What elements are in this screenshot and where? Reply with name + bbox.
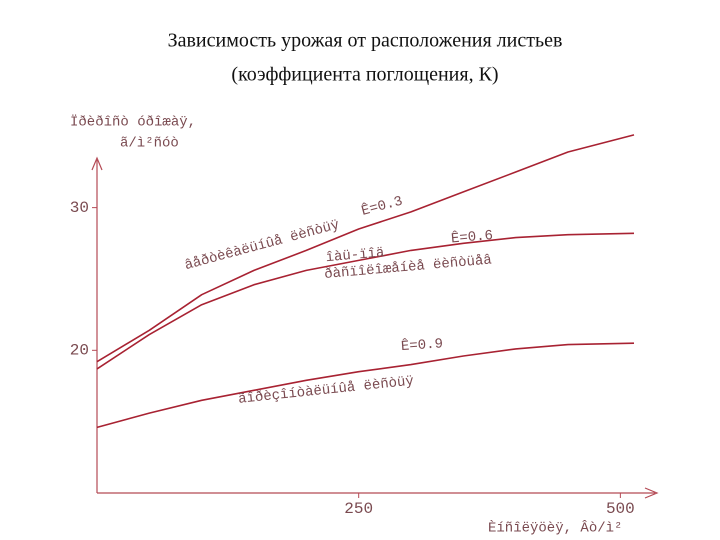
chart-subtitle: (коэффициента поглощения, К) [231,64,498,86]
x-axis-label: Èíñîëÿöèÿ, Âò/ì² [488,519,622,537]
y-axis-label: ã/ì²ñóò [120,136,179,152]
line [96,232,635,370]
y-axis-label: Ïðèðîñò óðîæàÿ, [70,113,196,131]
chart-title: Зависимость урожая от расположения листь… [168,30,563,52]
line [96,134,635,363]
line [96,342,635,429]
x-tick-label: 250 [344,500,373,518]
annotation: îàü-ïîä [325,245,385,266]
x-tick-label: 500 [606,500,635,518]
axes [91,156,659,499]
annotation: Ê=0.6 [450,226,493,248]
y-tick-label: 20 [70,342,89,360]
y-tick-label: 30 [70,199,89,217]
annotation: Ê=0.9 [400,334,443,355]
